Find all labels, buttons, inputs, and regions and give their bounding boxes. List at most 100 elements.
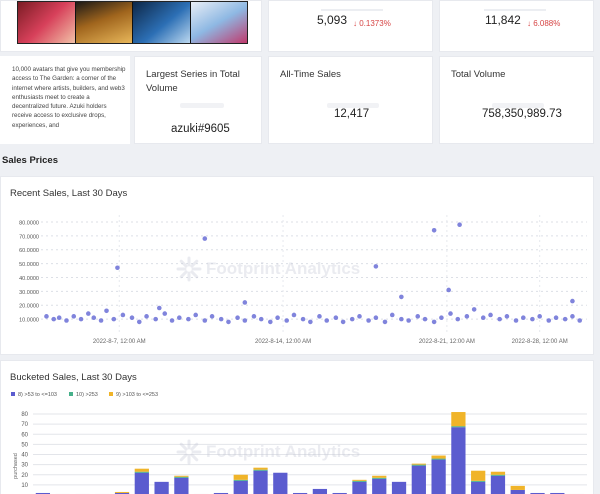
scatter-point	[366, 318, 371, 323]
collection-description-card: 10,000 avatars that give you membership …	[0, 56, 130, 144]
scatter-point	[480, 315, 486, 321]
section-title: Sales Prices	[2, 155, 58, 166]
x-tick-label: 2022-8-28, 12:00 AM	[512, 339, 568, 345]
bar-segment	[391, 481, 407, 494]
scatter-point	[317, 314, 322, 319]
scatter-point	[382, 319, 388, 325]
metric-label: All-Time Sales	[280, 69, 341, 80]
scatter-point	[64, 318, 69, 323]
bar-segment	[273, 472, 288, 494]
scatter-point	[373, 315, 379, 321]
y-tick-label: 30.0000	[19, 290, 39, 296]
bar-segment	[213, 492, 229, 494]
y-tick-label: 70.0000	[19, 234, 39, 240]
y-tick-label: 80.0000	[19, 220, 39, 226]
bar-segment	[372, 475, 387, 478]
scatter-point	[129, 315, 135, 321]
scatter-point	[504, 314, 510, 319]
bar-segment	[431, 458, 446, 460]
bar-segment	[114, 491, 130, 493]
bar-segment	[174, 475, 189, 477]
watermark-logo-ray	[179, 442, 188, 451]
bar-segment	[431, 459, 446, 494]
legend-label: 9) >103 to <=253	[116, 392, 158, 398]
scatter-point	[51, 316, 57, 322]
scatter-point	[291, 312, 297, 318]
scatter-point	[144, 314, 149, 319]
collection-image-card	[0, 0, 262, 52]
scatter-point	[457, 222, 462, 228]
bar-segment	[471, 480, 486, 482]
legend-swatch	[109, 392, 113, 396]
scatter-point	[577, 318, 583, 323]
watermark-logo-ray	[179, 270, 188, 279]
scatter-point	[439, 315, 444, 321]
y-tick-label: 40	[21, 453, 28, 459]
scatter-point	[448, 311, 453, 316]
scatter-point	[399, 316, 404, 322]
metric-largest-series: Largest Series in Total Volume azuki#960…	[134, 56, 262, 144]
banner-tile	[190, 2, 247, 43]
bar-segment	[292, 492, 308, 494]
bar-segment	[233, 480, 248, 494]
scatter-point	[242, 300, 248, 305]
watermark-logo-ray	[190, 259, 199, 268]
bar-segment	[134, 472, 149, 494]
bar-segment	[114, 492, 130, 494]
scatter-point	[464, 314, 470, 319]
y-tick-label: 60.0000	[19, 248, 39, 254]
scatter-point	[162, 311, 168, 316]
metric-value: 758,350,989.73	[482, 108, 562, 120]
scatter-point	[537, 314, 542, 319]
y-tick-label: 10	[21, 483, 28, 489]
y-tick-label: 10.0000	[19, 318, 39, 324]
y-tick-label: 20.0000	[19, 304, 39, 310]
legend-swatch	[69, 392, 73, 396]
y-tick-label: 30	[21, 463, 28, 469]
x-tick-label: 2022-8-21, 12:00 AM	[419, 339, 475, 345]
stat-change-down: ↓ 0.1373%	[353, 19, 391, 28]
bar-segment	[510, 485, 525, 490]
scatter-point	[251, 314, 257, 319]
bar-segment	[510, 489, 525, 494]
scatter-point	[389, 312, 395, 318]
scatter-point	[86, 311, 91, 316]
scatter-point	[562, 316, 568, 322]
scatter-point	[177, 315, 182, 321]
collection-banner-image	[17, 1, 248, 44]
watermark-text: Footprint Analytics	[206, 442, 360, 461]
bar-segment	[451, 427, 466, 494]
scatter-point	[300, 316, 306, 322]
scatter-point	[111, 316, 117, 322]
scatter-point	[333, 315, 339, 321]
scatter-point	[157, 305, 162, 311]
stat-placeholder-bar	[484, 9, 546, 11]
bar-segment	[471, 470, 486, 481]
scatter-point	[202, 236, 208, 241]
bar-segment	[253, 469, 268, 471]
bar-segment	[134, 468, 149, 472]
scatter-point	[71, 314, 77, 319]
bar-segment	[490, 475, 506, 494]
scatter-point	[415, 314, 421, 319]
chart-title: Recent Sales, Last 30 Days	[10, 188, 128, 199]
scatter-point	[422, 316, 428, 322]
watermark-text: Footprint Analytics	[206, 259, 360, 278]
bar-segment	[352, 479, 367, 481]
watermark-bar	[180, 103, 224, 108]
bar-segment	[490, 474, 506, 476]
scatter-point	[553, 315, 559, 321]
scatter-point	[497, 316, 502, 322]
watermark-logo-ray	[190, 453, 199, 462]
bar-segment	[253, 467, 268, 470]
scatter-point	[242, 318, 248, 323]
scatter-point	[91, 315, 97, 321]
scatter-point	[56, 315, 62, 321]
scatter-point	[268, 319, 273, 325]
scatter-point	[431, 227, 437, 233]
scatter-point	[275, 315, 280, 321]
scatter-point	[471, 307, 477, 312]
scatter-point	[44, 314, 49, 319]
scatter-point	[340, 319, 346, 325]
